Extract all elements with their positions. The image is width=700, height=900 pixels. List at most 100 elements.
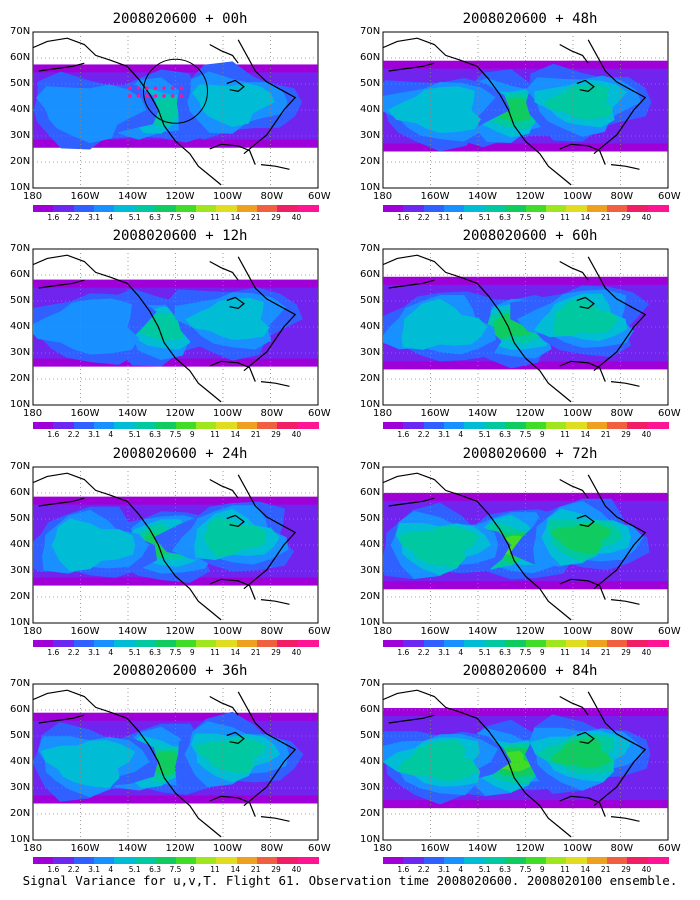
colorbar-segment [464,640,486,647]
lon-label: 80W [260,843,284,854]
variance-map [32,683,319,841]
map-panel-p24: 2008020600 + 24h 70N 60N 50N 40N 30N 20N 10N 180… [10,440,350,660]
colorbar-segment [53,857,75,864]
lon-label: 160W [70,408,100,419]
colorbar-segment [423,422,445,429]
colorbar-segment [545,205,567,212]
lon-label: 160W [420,843,450,854]
lat-label: 50N [10,513,31,524]
lat-label: 40N [10,321,31,332]
colorbar-label: 21 [250,865,261,874]
lat-label: 10N [360,834,381,845]
colorbar-label: 14 [580,430,591,439]
colorbar-label: 29 [621,213,631,222]
lon-label: 100W [563,408,592,419]
colorbar-segment [627,205,649,212]
colorbar-label: 29 [621,430,631,439]
lon-label: 140W [468,408,497,419]
lat-label: 70N [360,243,381,254]
colorbar-label: 6.3 [499,430,512,439]
colorbar-segment [383,857,404,864]
colorbar-segment [403,857,425,864]
colorbar-segment [606,640,628,647]
colorbar-label: 21 [250,648,261,657]
colorbar-segment [484,640,506,647]
colorbar-segment [647,205,669,212]
lon-label: 100W [563,626,592,637]
map-panel-p00: 2008020600 + 00h 70N 60N 50N 40N 30N 20N 10N 180… [10,5,350,225]
map-panel-p84: 2008020600 + 84h 70N 60N 50N 40N 30N 20N 10N 180… [360,657,700,877]
colorbar-segment [236,857,258,864]
colorbar-segment [256,857,278,864]
panel-title: 2008020600 + 12h [112,228,248,244]
colorbar-label: 29 [621,648,631,657]
colorbar-segment [236,205,258,212]
lat-label: 60N [360,704,381,715]
colorbar-label: 21 [250,430,261,439]
lon-label: 120W [165,843,195,854]
colorbar-label: 4 [108,213,114,222]
colorbar-segment [277,205,299,212]
colorbar-segment [423,640,445,647]
lat-label: 40N [360,756,381,767]
colorbar-segment [505,422,527,429]
colorbar-label: 4 [458,213,464,222]
colorbar-segment [484,422,506,429]
colorbar-segment [114,205,136,212]
colorbar-segment [134,857,156,864]
variance-map [382,683,669,841]
colorbar-label: 40 [291,865,302,874]
colorbar-label: 7.5 [169,213,182,222]
lon-label: 140W [468,626,497,637]
lat-label: 50N [360,513,381,524]
map-panel-p36: 2008020600 + 36h 70N 60N 50N 40N 30N 20N 10N 180… [10,657,350,877]
colorbar-segment [256,205,278,212]
colorbar-segment [423,857,445,864]
colorbar-segment [545,422,567,429]
panel-title: 2008020600 + 24h [112,446,248,462]
lon-label: 180 [23,626,43,637]
colorbar-label: 2.2 [67,430,80,439]
colorbar-label: 11 [210,648,220,657]
colorbar-label: 5.1 [128,648,141,657]
colorbar-label: 9 [189,648,195,657]
colorbar-segment [297,422,319,429]
variance-map [382,31,669,189]
map-panel-p72: 2008020600 + 72h 70N 60N 50N 40N 30N 20N 10N 180… [360,440,700,660]
lat-label: 30N [10,565,31,576]
lon-label: 120W [515,191,545,202]
lat-label: 50N [360,295,381,306]
colorbar-label: 11 [560,213,570,222]
colorbar-label: 3.1 [88,648,100,657]
colorbar-segment [94,205,116,212]
colorbar-segment [73,422,95,429]
lon-label: 180 [373,843,393,854]
lat-label: 10N [10,834,31,845]
colorbar-segment [155,422,177,429]
colorbar-segment [195,422,217,429]
colorbar-segment [586,205,608,212]
lon-label: 160W [420,408,450,419]
lat-label: 20N [360,808,381,819]
colorbar-segment [94,422,116,429]
lat-label: 70N [360,26,381,37]
colorbar-segment [606,422,628,429]
panel-title: 2008020600 + 60h [462,228,598,244]
lat-label: 60N [10,487,31,498]
lon-label: 60W [658,626,681,637]
colorbar-segment [94,857,116,864]
colorbar-segment [216,640,238,647]
lon-label: 60W [308,191,331,202]
colorbar-segment [566,640,588,647]
lat-label: 30N [360,782,381,793]
lat-label: 70N [360,461,381,472]
colorbar-label: 5.1 [478,865,491,874]
colorbar-label: 3.1 [438,865,450,874]
lon-label: 60W [308,626,331,637]
lat-label: 50N [10,78,31,89]
colorbar-segment [423,205,445,212]
lon-label: 120W [515,408,545,419]
colorbar-label: 9 [539,648,545,657]
colorbar-label: 2.2 [417,648,430,657]
lat-label: 50N [360,730,381,741]
